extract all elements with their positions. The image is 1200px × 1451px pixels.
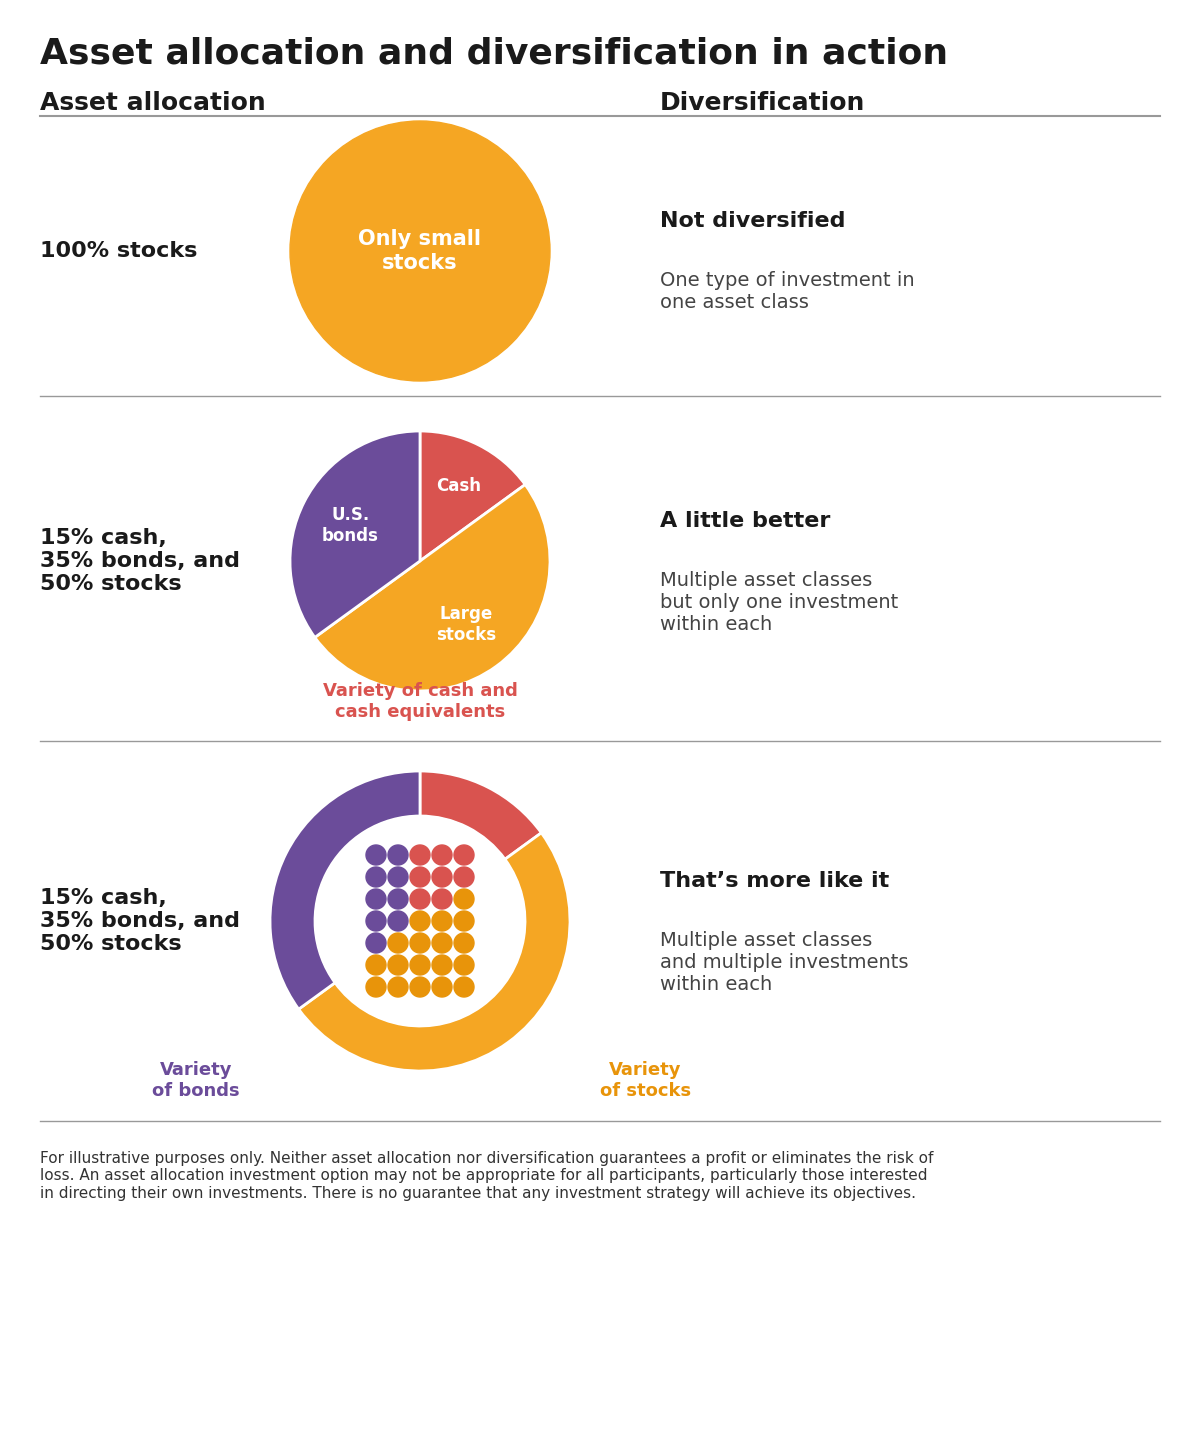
Circle shape [454, 868, 474, 887]
Wedge shape [420, 770, 541, 859]
Text: 15% cash,
35% bonds, and
50% stocks: 15% cash, 35% bonds, and 50% stocks [40, 888, 240, 955]
Text: Only small
stocks: Only small stocks [359, 229, 481, 273]
Text: Not diversified: Not diversified [660, 210, 846, 231]
Text: For illustrative purposes only. Neither asset allocation nor diversification gua: For illustrative purposes only. Neither … [40, 1151, 934, 1201]
Circle shape [410, 955, 430, 975]
Circle shape [366, 844, 386, 865]
Circle shape [290, 120, 550, 382]
Circle shape [314, 815, 526, 1026]
Circle shape [366, 889, 386, 908]
Circle shape [366, 977, 386, 997]
Circle shape [432, 844, 452, 865]
Circle shape [366, 868, 386, 887]
Text: A little better: A little better [660, 511, 830, 531]
Circle shape [454, 844, 474, 865]
Circle shape [454, 955, 474, 975]
Text: U.S.
bonds: U.S. bonds [322, 506, 379, 546]
Text: Multiple asset classes
and multiple investments
within each: Multiple asset classes and multiple inve… [660, 932, 908, 994]
Circle shape [410, 868, 430, 887]
Circle shape [454, 933, 474, 953]
Circle shape [366, 955, 386, 975]
Circle shape [388, 933, 408, 953]
Wedge shape [420, 431, 526, 562]
Text: Diversification: Diversification [660, 91, 865, 115]
Text: Variety
of stocks: Variety of stocks [600, 1061, 691, 1100]
Circle shape [388, 844, 408, 865]
Circle shape [432, 933, 452, 953]
Text: One type of investment in
one asset class: One type of investment in one asset clas… [660, 271, 914, 312]
Text: Large
stocks: Large stocks [436, 605, 496, 643]
Circle shape [454, 911, 474, 932]
Text: Asset allocation: Asset allocation [40, 91, 265, 115]
Text: Cash: Cash [436, 477, 481, 495]
Circle shape [366, 933, 386, 953]
Circle shape [432, 955, 452, 975]
Wedge shape [299, 833, 570, 1071]
Circle shape [454, 889, 474, 908]
Wedge shape [290, 431, 420, 637]
Circle shape [410, 977, 430, 997]
Text: Variety
of bonds: Variety of bonds [152, 1061, 240, 1100]
Circle shape [388, 889, 408, 908]
Circle shape [432, 977, 452, 997]
Circle shape [432, 911, 452, 932]
Circle shape [410, 844, 430, 865]
Circle shape [432, 868, 452, 887]
Text: That’s more like it: That’s more like it [660, 871, 889, 891]
Circle shape [432, 889, 452, 908]
Text: Asset allocation and diversification in action: Asset allocation and diversification in … [40, 36, 948, 70]
Wedge shape [314, 485, 550, 691]
Text: 100% stocks: 100% stocks [40, 241, 197, 261]
Circle shape [388, 955, 408, 975]
Circle shape [454, 977, 474, 997]
Text: Multiple asset classes
but only one investment
within each: Multiple asset classes but only one inve… [660, 572, 899, 634]
Circle shape [410, 933, 430, 953]
Text: 15% cash,
35% bonds, and
50% stocks: 15% cash, 35% bonds, and 50% stocks [40, 528, 240, 595]
Wedge shape [270, 770, 420, 1008]
Text: Variety of cash and
cash equivalents: Variety of cash and cash equivalents [323, 682, 517, 721]
Circle shape [388, 911, 408, 932]
Circle shape [410, 889, 430, 908]
Circle shape [410, 911, 430, 932]
Circle shape [388, 977, 408, 997]
Circle shape [388, 868, 408, 887]
Circle shape [366, 911, 386, 932]
